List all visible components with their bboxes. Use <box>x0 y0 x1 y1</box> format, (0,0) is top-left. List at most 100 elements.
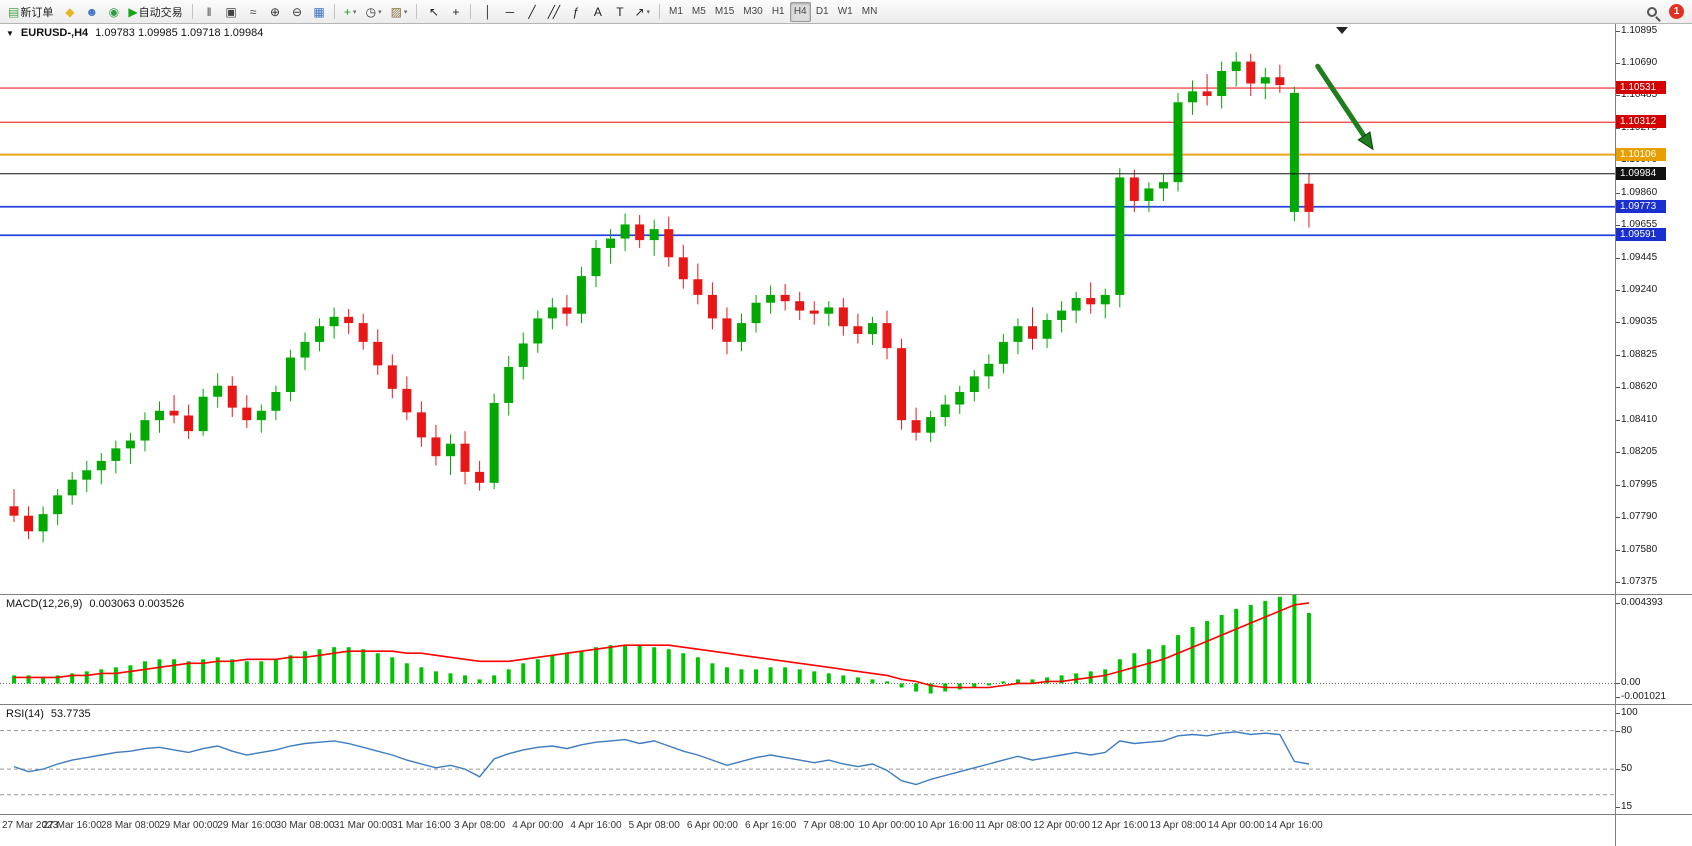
price-axis[interactable]: 1.108951.106901.104851.102751.100701.098… <box>1615 24 1692 594</box>
autotrade-button-label: 自动交易 <box>138 6 183 19</box>
tile-windows-button[interactable]: ▦ <box>308 2 329 22</box>
price-tick: 1.08410 <box>1615 414 1658 426</box>
macd-bar <box>26 675 31 684</box>
price-tick: 1.07790 <box>1615 511 1658 523</box>
indicators-button[interactable]: + ▾ <box>340 2 361 22</box>
fibonacci-icon: ƒ <box>572 4 580 19</box>
label-button[interactable]: T <box>608 2 629 22</box>
line-chart-button[interactable]: ≈ <box>242 2 263 22</box>
macd-bar <box>1132 653 1137 684</box>
search-icon <box>1646 6 1657 17</box>
candle <box>1173 102 1183 183</box>
zoom-in-button[interactable]: ⊕ <box>264 2 285 22</box>
price-chart[interactable]: ▼ EURUSD-,H4 1.09783 1.09985 1.09718 1.0… <box>0 24 1615 594</box>
macd-bar <box>681 653 686 684</box>
candle <box>867 323 877 335</box>
candle <box>751 302 761 324</box>
horizontal-line-button[interactable]: ─ <box>498 2 519 22</box>
macd-bar <box>1074 673 1079 684</box>
templates-button[interactable]: ▨ ▾ <box>387 2 412 22</box>
candle <box>416 412 426 438</box>
charts-profile-button[interactable]: ◆ <box>58 2 79 22</box>
timeframe-mn[interactable]: MN <box>858 2 882 22</box>
macd-svg <box>0 595 1615 694</box>
trendline-button[interactable]: ╱ <box>520 2 541 22</box>
rsi-pane: RSI(14) 53.7735 100 80 50 15 <box>0 704 1692 814</box>
toolbar-buttons: ▤ 新订单 ◆ ☻ ◉ ▶ 自动交易 ‖ ▣ ≈ ⊕ ⊖ ▦ + ▾ ◷ ▾ ▨ ▾ ↖ + │ ─ ╱ ╱╱ ƒ A T ↗ ▾ M1 M5… <box>4 1 1641 22</box>
macd-bar <box>259 661 264 684</box>
charts-profile-icon: ◆ <box>65 4 74 19</box>
zoom-out-button[interactable]: ⊖ <box>286 2 307 22</box>
macd-bar <box>419 667 424 684</box>
cursor-button[interactable]: ↖ <box>422 2 443 22</box>
macd-bar <box>914 683 919 692</box>
macd-bar <box>1248 604 1253 684</box>
candle <box>969 376 979 392</box>
timeframe-m30[interactable]: M30 <box>739 2 766 22</box>
notification-badge[interactable]: 1 <box>1669 4 1684 19</box>
vertical-line-button[interactable]: │ <box>476 2 497 22</box>
timeframe-d1[interactable]: D1 <box>812 2 833 22</box>
macd-bar <box>885 681 889 684</box>
fibonacci-button[interactable]: ƒ <box>564 2 585 22</box>
macd-bar <box>1292 595 1297 684</box>
arrows-button[interactable]: ↗ ▾ <box>630 2 654 22</box>
chart-collapse-icon[interactable]: ▼ <box>6 28 14 38</box>
macd-bar <box>637 645 642 684</box>
channel-button[interactable]: ╱╱ <box>542 2 563 22</box>
macd-bar <box>332 647 337 684</box>
community-icon: ☻ <box>85 4 99 19</box>
community-button[interactable]: ☻ <box>80 2 101 22</box>
macd-bar <box>1103 669 1108 684</box>
bar-chart-button[interactable]: ‖ <box>198 2 219 22</box>
web-terminal-button[interactable]: ◉ <box>102 2 123 22</box>
macd-bar <box>404 663 409 684</box>
crosshair-button[interactable]: + <box>444 2 465 22</box>
candlestick-chart-button[interactable]: ▣ <box>220 2 241 22</box>
autotrade-button[interactable]: ▶ 自动交易 <box>124 2 186 22</box>
text-button[interactable]: A <box>586 2 607 22</box>
time-label: 10 Apr 00:00 <box>858 820 916 831</box>
macd-bar <box>666 649 671 684</box>
toolbar-separator <box>333 4 335 19</box>
timeframe-h1[interactable]: H1 <box>768 2 789 22</box>
macd-bar <box>303 651 307 684</box>
time-label: 4 Apr 16:00 <box>570 820 622 831</box>
price-tick: 1.08205 <box>1615 446 1658 458</box>
candle <box>693 279 703 295</box>
horizontal-line-icon: ─ <box>505 4 514 19</box>
candle <box>169 410 179 416</box>
candle <box>1144 188 1154 201</box>
time-axis[interactable]: 27 Mar 2023 27 Mar 16:00 28 Mar 08:00 29 Ma… <box>0 814 1692 846</box>
macd-bar <box>724 667 729 684</box>
candle <box>24 515 34 532</box>
time-label: 14 Apr 00:00 <box>1207 820 1265 831</box>
timeframe-m1[interactable]: M1 <box>665 2 687 22</box>
timeframe-m5[interactable]: M5 <box>688 2 710 22</box>
macd-bar <box>506 669 511 684</box>
macd-chart[interactable]: MACD(12,26,9) 0.003063 0.003526 <box>0 595 1615 704</box>
candle <box>1158 182 1168 189</box>
timeframe-w1[interactable]: W1 <box>834 2 857 22</box>
timeframe-m30-label: M30 <box>743 6 763 17</box>
macd-bar <box>1045 677 1050 684</box>
toolbar-right: 1 <box>1641 2 1688 22</box>
search-button[interactable] <box>1641 2 1662 22</box>
candle <box>38 514 48 532</box>
candle <box>227 385 237 408</box>
candle <box>475 471 485 483</box>
candle <box>853 326 863 335</box>
periods-button[interactable]: ◷ ▾ <box>362 2 386 22</box>
text-icon: A <box>593 4 602 19</box>
new-order-button[interactable]: ▤ 新订单 <box>4 2 57 22</box>
rsi-label: RSI(14) <box>6 708 44 720</box>
candle <box>329 316 339 327</box>
timeframe-h4[interactable]: H4 <box>789 1 811 22</box>
timeframe-m15[interactable]: M15 <box>711 2 738 22</box>
rsi-svg <box>0 730 1615 796</box>
price-tick: 1.08825 <box>1615 349 1658 361</box>
templates-icon: ▨ <box>390 4 402 19</box>
candle <box>737 323 746 342</box>
toolbar-separator <box>470 4 472 19</box>
rsi-chart[interactable]: RSI(14) 53.7735 <box>0 705 1615 814</box>
